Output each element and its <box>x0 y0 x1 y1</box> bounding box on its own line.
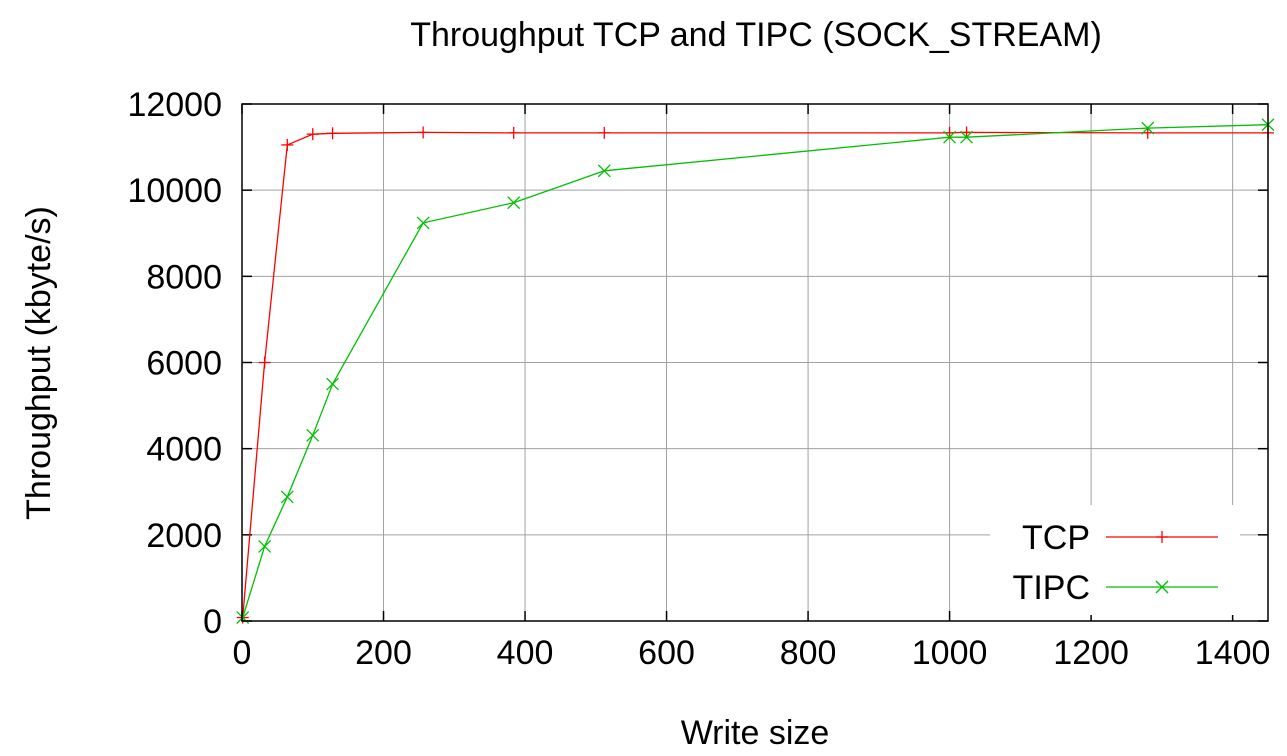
legend-label-tcp: TCP <box>1022 519 1090 557</box>
data-point-tipc <box>597 164 611 178</box>
x-tick-label: 800 <box>780 634 837 672</box>
data-point-tipc <box>280 490 294 504</box>
data-point-tcp <box>598 126 611 139</box>
y-tick-label: 10000 <box>127 172 222 210</box>
data-point-tipc <box>306 428 320 442</box>
data-point-tipc <box>1141 121 1155 135</box>
series-line-tipc <box>242 124 1269 618</box>
series-line-tcp <box>242 131 1268 618</box>
x-axis-label: Write size <box>681 714 830 752</box>
data-point-tcp <box>326 127 339 140</box>
data-point-tipc <box>416 216 430 230</box>
x-tick-label: 400 <box>497 634 554 672</box>
y-tick-label: 8000 <box>146 258 222 296</box>
y-tick-label: 12000 <box>127 86 222 124</box>
legend-label-tipc: TIPC <box>1013 569 1090 607</box>
axis-ticks: 0 200 400 600 800 1000 1200 1400 0 2000 4000 6000 80… <box>127 86 1270 672</box>
data-point-tcp <box>507 126 520 139</box>
chart-title: Throughput TCP and TIPC (SOCK_STREAM) <box>410 16 1102 54</box>
data-point-tipc <box>943 130 957 144</box>
data-point-tcp <box>258 356 271 369</box>
grid-lines <box>242 104 1268 621</box>
data-series <box>236 118 1275 625</box>
data-point-tcp <box>417 126 430 139</box>
x-tick-label: 600 <box>638 634 695 672</box>
legend-marker-tcp <box>1156 531 1168 543</box>
data-point-tipc <box>258 540 272 553</box>
data-point-tipc <box>326 377 340 391</box>
y-axis-label: Throughput (kbyte/s) <box>20 206 58 520</box>
legend: TCP TIPC <box>990 505 1240 615</box>
y-tick-label: 6000 <box>146 345 222 383</box>
x-tick-label: 200 <box>355 634 412 672</box>
data-point-tcp <box>281 138 294 151</box>
data-point-tipc <box>507 196 521 210</box>
data-point-tipc <box>960 130 974 144</box>
y-tick-label: 2000 <box>146 517 222 555</box>
y-tick-label: 4000 <box>146 431 222 469</box>
x-tick-label: 1200 <box>1053 634 1129 672</box>
x-tick-label: 1400 <box>1195 634 1271 672</box>
x-tick-label: 0 <box>233 634 252 672</box>
legend-marker-tipc <box>1155 580 1169 594</box>
legend-box <box>990 505 1240 615</box>
x-tick-label: 1000 <box>912 634 988 672</box>
plot-frame <box>241 103 1269 622</box>
y-tick-label: 0 <box>203 603 222 641</box>
data-point-tcp <box>306 128 319 141</box>
